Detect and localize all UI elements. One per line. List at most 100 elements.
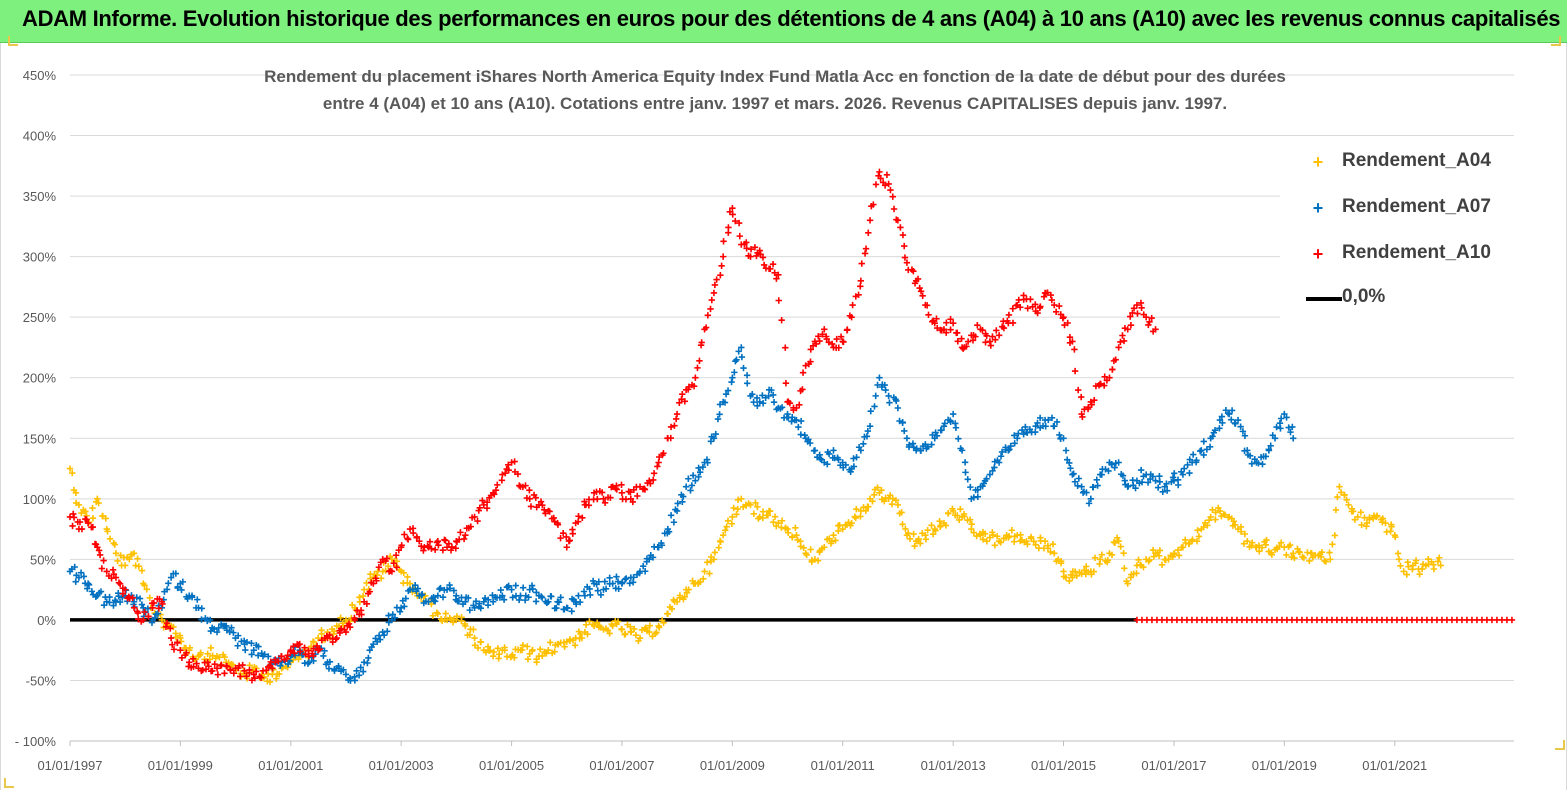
point-rendement-a04: [524, 643, 531, 650]
point-rendement-a07: [850, 463, 858, 470]
point-rendement-a07: [586, 585, 593, 593]
point-rendement-a10: [753, 252, 760, 260]
point-rendement-a07: [806, 439, 814, 447]
point-rendement-a07: [1152, 477, 1159, 484]
point-rendement-a10: [346, 623, 354, 631]
point-rendement-a04: [857, 513, 864, 520]
point-rendement-a04: [924, 527, 931, 534]
point-rendement-a10: [1071, 346, 1078, 353]
point-rendement-a07: [679, 498, 686, 506]
point-rendement-a10: [236, 673, 244, 680]
point-rendement-a10: [563, 544, 570, 551]
point-rendement-a04: [730, 504, 737, 512]
point-rendement-a10: [759, 254, 767, 261]
point-rendement-a04: [578, 634, 586, 642]
point-rendement-a07: [555, 599, 563, 606]
point-rendement-a04: [1308, 550, 1315, 557]
point-rendement-a04: [803, 551, 810, 559]
point-rendement-a04: [309, 638, 317, 645]
point-rendement-a07: [750, 398, 757, 406]
point-rendement-a04: [571, 642, 579, 649]
point-rendement-a04: [853, 505, 860, 513]
point-rendement-a10: [1017, 304, 1024, 311]
point-rendement-a10: [901, 242, 908, 250]
point-rendement-a10: [193, 660, 200, 667]
point-rendement-a07: [194, 596, 201, 603]
point-rendement-a10: [366, 588, 374, 595]
point-rendement-a10: [498, 477, 506, 484]
point-rendement-a10: [707, 305, 714, 313]
point-rendement-a10: [1047, 291, 1054, 299]
point-rendement-a07: [842, 461, 849, 469]
point-rendement-a07: [346, 674, 354, 682]
point-rendement-a04: [811, 556, 819, 563]
point-rendement-a10: [452, 545, 460, 552]
point-rendement-a04: [991, 542, 999, 549]
point-rendement-a07: [1094, 482, 1101, 489]
chart-legend: + Rendement_A04 + Rendement_A07 + Rendem…: [1280, 140, 1530, 318]
point-rendement-a07: [658, 539, 665, 547]
point-rendement-a04: [733, 511, 740, 518]
point-rendement-a04: [295, 656, 302, 663]
point-rendement-a10: [241, 667, 248, 674]
point-rendement-a07: [1071, 478, 1079, 485]
point-rendement-a04: [1290, 550, 1297, 557]
point-rendement-a07: [759, 392, 766, 399]
point-rendement-a07: [670, 519, 678, 526]
point-rendement-a04: [1189, 536, 1196, 543]
point-rendement-a04: [881, 498, 888, 505]
point-rendement-a07: [753, 394, 761, 402]
point-rendement-a04: [519, 642, 527, 649]
point-rendement-a10: [858, 260, 865, 267]
point-rendement-a07: [1064, 456, 1071, 463]
point-rendement-a10: [514, 470, 522, 478]
point-rendement-a07: [886, 399, 893, 406]
point-rendement-a04: [668, 605, 676, 613]
point-rendement-a07: [724, 387, 732, 394]
point-rendement-a10: [177, 646, 184, 654]
point-rendement-a10: [1071, 367, 1079, 375]
point-rendement-a10: [585, 502, 593, 509]
point-rendement-a07: [655, 544, 662, 551]
point-rendement-a07: [1032, 422, 1039, 430]
point-rendement-a10: [1115, 344, 1122, 351]
point-rendement-a10: [903, 259, 911, 266]
point-rendement-a04: [377, 575, 385, 582]
point-rendement-a07: [811, 447, 819, 454]
point-rendement-a07: [1228, 407, 1236, 414]
y-tick-label: 300%: [23, 250, 57, 265]
point-rendement-a10: [782, 379, 790, 387]
point-rendement-a04: [566, 636, 574, 643]
point-rendement-a10: [457, 529, 464, 536]
point-rendement-a07: [1206, 443, 1214, 450]
point-rendement-a07: [613, 573, 620, 580]
point-rendement-a07: [1271, 435, 1279, 442]
point-rendement-a07: [1225, 410, 1233, 418]
point-rendement-a04: [1158, 561, 1166, 568]
point-rendement-a04: [112, 550, 120, 557]
point-rendement-a04: [778, 517, 786, 524]
point-rendement-a07: [136, 595, 144, 602]
point-rendement-a07: [1048, 414, 1056, 421]
point-rendement-a04: [117, 552, 124, 559]
point-rendement-a04: [609, 622, 616, 630]
point-rendement-a10: [69, 522, 76, 530]
point-rendement-a04: [561, 643, 568, 650]
point-rendement-a04: [1326, 549, 1333, 556]
point-rendement-a07: [692, 477, 699, 484]
point-rendement-a10: [491, 491, 498, 498]
point-rendement-a04: [966, 516, 974, 523]
corner-mark: [1555, 740, 1565, 750]
point-rendement-a07: [471, 604, 478, 611]
point-rendement-a10: [647, 480, 654, 487]
x-tick-label: 01/01/2017: [1141, 758, 1206, 773]
point-rendement-a04: [186, 644, 194, 651]
point-rendement-a10: [819, 331, 826, 338]
point-rendement-a10: [1020, 292, 1027, 299]
point-rendement-a10: [601, 499, 609, 506]
point-rendement-a10: [925, 311, 932, 319]
point-rendement-a04: [848, 519, 855, 527]
point-rendement-a04: [942, 522, 950, 529]
point-rendement-a10: [769, 261, 777, 268]
point-rendement-a10: [426, 538, 434, 545]
